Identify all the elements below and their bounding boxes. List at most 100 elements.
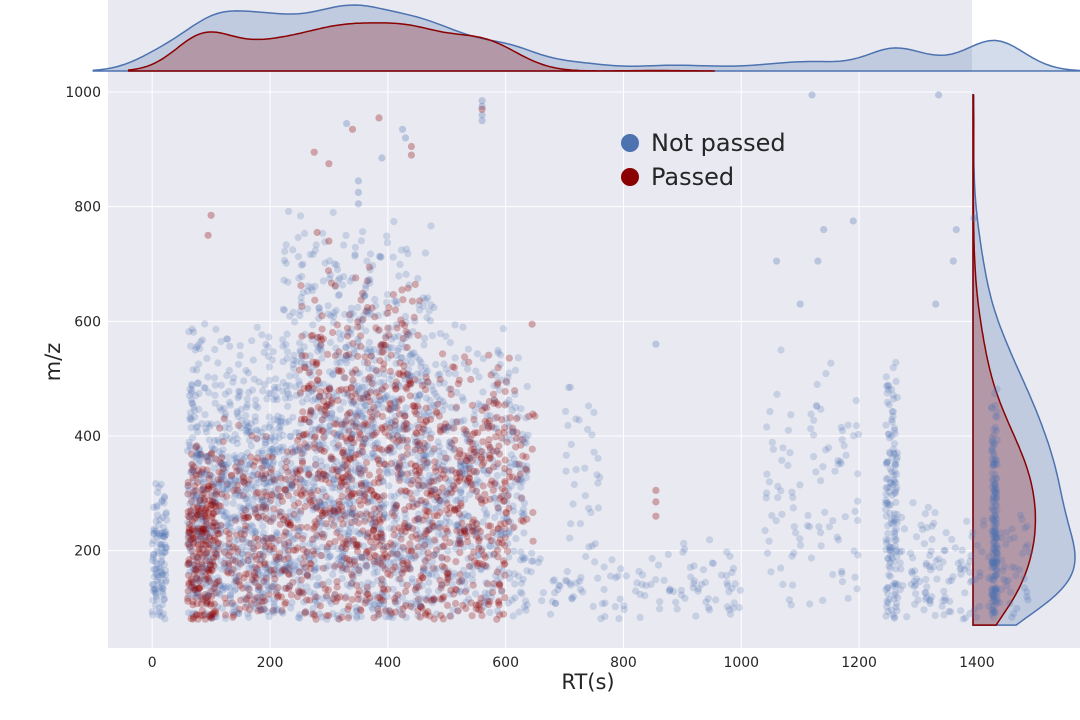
scatter-point-not-passed xyxy=(380,449,388,457)
scatter-point-not-passed xyxy=(154,488,162,497)
scatter-point-not-passed xyxy=(308,335,316,344)
scatter-point-passed xyxy=(338,474,346,482)
scatter-point-not-passed xyxy=(480,467,488,475)
scatter-point-not-passed xyxy=(211,374,219,382)
scatter-point-not-passed xyxy=(896,586,904,594)
scatter-point-not-passed xyxy=(313,581,321,589)
scatter-point-not-passed xyxy=(590,448,598,456)
scatter-point-not-passed xyxy=(301,465,309,473)
scatter-point-not-passed xyxy=(322,445,330,453)
scatter-point-not-passed xyxy=(391,509,399,517)
scatter-point-not-passed xyxy=(636,613,644,622)
scatter-point-not-passed xyxy=(158,544,166,552)
scatter-point-passed xyxy=(489,486,497,494)
scatter-point-not-passed xyxy=(153,576,161,584)
scatter-point-not-passed xyxy=(334,443,342,451)
scatter-point-not-passed xyxy=(278,567,286,576)
scatter-point-not-passed xyxy=(438,406,446,414)
scatter-point-not-passed xyxy=(851,573,859,581)
scatter-point-not-passed xyxy=(282,529,290,537)
scatter-point-not-passed xyxy=(286,480,294,488)
scatter-point-not-passed xyxy=(370,522,378,530)
scatter-point-not-passed xyxy=(221,390,229,398)
scatter-point-not-passed xyxy=(242,495,251,503)
scatter-point-passed xyxy=(402,587,410,596)
scatter-point-not-passed xyxy=(882,460,890,468)
scatter-point-passed xyxy=(375,114,383,122)
scatter-point-not-passed xyxy=(464,523,472,532)
scatter-point-passed xyxy=(439,594,447,603)
scatter-point-not-passed xyxy=(372,557,380,565)
scatter-point-not-passed xyxy=(220,475,228,483)
scatter-point-not-passed xyxy=(387,406,395,414)
scatter-point-not-passed xyxy=(482,579,490,587)
scatter-point-not-passed xyxy=(252,475,260,484)
scatter-point-not-passed xyxy=(374,502,382,510)
scatter-point-not-passed xyxy=(293,514,301,522)
scatter-point-not-passed xyxy=(307,610,315,618)
scatter-point-not-passed xyxy=(471,440,479,448)
scatter-point-not-passed xyxy=(392,351,400,359)
scatter-point-not-passed xyxy=(210,523,218,531)
scatter-point-not-passed xyxy=(235,609,243,617)
scatter-point-not-passed xyxy=(255,479,263,487)
scatter-point-not-passed xyxy=(266,511,274,519)
scatter-point-not-passed xyxy=(349,429,357,438)
scatter-point-not-passed xyxy=(261,381,269,389)
scatter-point-passed xyxy=(254,488,262,497)
scatter-point-not-passed xyxy=(551,599,560,607)
scatter-point-not-passed xyxy=(295,274,303,282)
scatter-point-not-passed xyxy=(1018,515,1026,524)
scatter-point-not-passed xyxy=(270,609,278,617)
scatter-point-not-passed xyxy=(309,540,317,548)
scatter-point-passed xyxy=(354,590,362,599)
scatter-point-not-passed xyxy=(233,440,241,448)
scatter-point-not-passed xyxy=(254,597,263,605)
scatter-point-not-passed xyxy=(891,591,899,599)
scatter-point-not-passed xyxy=(446,518,454,527)
scatter-point-not-passed xyxy=(211,613,219,621)
scatter-point-not-passed xyxy=(427,411,436,420)
scatter-point-not-passed xyxy=(222,410,230,418)
scatter-point-not-passed xyxy=(202,526,211,534)
scatter-point-not-passed xyxy=(729,604,737,612)
scatter-point-not-passed xyxy=(311,597,319,606)
scatter-point-not-passed xyxy=(373,439,382,447)
scatter-point-not-passed xyxy=(161,567,170,575)
scatter-point-not-passed xyxy=(351,252,359,260)
scatter-point-not-passed xyxy=(279,431,287,439)
scatter-point-not-passed xyxy=(216,521,224,530)
scatter-point-not-passed xyxy=(259,522,267,530)
scatter-point-not-passed xyxy=(266,420,274,428)
scatter-point-not-passed xyxy=(402,461,410,469)
scatter-point-not-passed xyxy=(210,590,218,598)
scatter-point-not-passed xyxy=(942,529,950,537)
scatter-point-not-passed xyxy=(231,476,239,484)
scatter-point-not-passed xyxy=(264,343,272,351)
scatter-point-not-passed xyxy=(294,253,302,261)
scatter-point-not-passed xyxy=(302,443,310,451)
scatter-point-passed xyxy=(408,297,416,305)
scatter-point-not-passed xyxy=(608,556,616,564)
scatter-point-not-passed xyxy=(267,434,275,442)
scatter-point-not-passed xyxy=(244,610,252,618)
scatter-point-not-passed xyxy=(405,522,414,530)
scatter-point-passed xyxy=(409,503,417,511)
scatter-point-not-passed xyxy=(315,304,323,312)
scatter-point-not-passed xyxy=(296,614,304,622)
scatter-point-not-passed xyxy=(254,403,262,411)
scatter-point-not-passed xyxy=(382,332,390,340)
scatter-point-not-passed xyxy=(298,433,306,441)
scatter-point-not-passed xyxy=(326,552,334,560)
scatter-point-not-passed xyxy=(219,493,227,502)
scatter-point-not-passed xyxy=(270,580,278,588)
scatter-point-not-passed xyxy=(514,572,523,580)
scatter-point-not-passed xyxy=(196,493,204,501)
scatter-point-not-passed xyxy=(528,557,536,565)
scatter-point-passed xyxy=(498,539,506,547)
scatter-point-not-passed xyxy=(1011,564,1019,572)
scatter-point-not-passed xyxy=(487,593,495,601)
scatter-point-not-passed xyxy=(462,471,470,479)
scatter-point-not-passed xyxy=(448,424,456,432)
scatter-point-not-passed xyxy=(334,555,343,563)
